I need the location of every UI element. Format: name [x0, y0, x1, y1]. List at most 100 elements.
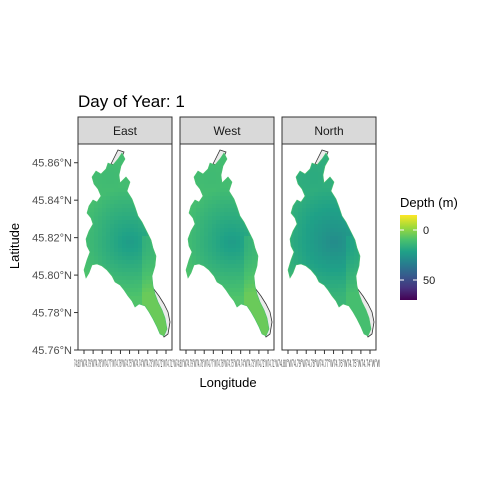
depth-cell: [260, 312, 265, 317]
depth-cell: [110, 232, 115, 237]
depth-cell: [354, 260, 359, 265]
depth-cell: [158, 324, 163, 329]
depth-cell: [158, 328, 163, 333]
depth-cell: [232, 292, 237, 297]
depth-cell: [114, 188, 119, 193]
depth-cell: [252, 244, 257, 249]
depth-cell: [192, 248, 197, 253]
depth-cell: [110, 272, 115, 277]
depth-cell: [330, 200, 335, 205]
depth-cell: [138, 284, 143, 289]
depth-cell: [334, 200, 339, 205]
depth-cell: [220, 204, 225, 209]
depth-cell: [334, 284, 339, 289]
depth-cell: [228, 192, 233, 197]
depth-cell: [220, 188, 225, 193]
depth-cell: [294, 244, 299, 249]
depth-cell: [228, 276, 233, 281]
depth-cell: [294, 208, 299, 213]
depth-cell: [326, 156, 331, 161]
depth-cell: [216, 208, 221, 213]
depth-cell: [220, 260, 225, 265]
depth-cell: [298, 224, 303, 229]
depth-cell: [122, 248, 127, 253]
depth-cell: [114, 184, 119, 189]
depth-cell: [98, 256, 103, 261]
depth-cell: [228, 200, 233, 205]
depth-cell: [232, 284, 237, 289]
depth-cell: [240, 256, 245, 261]
depth-cell: [200, 236, 205, 241]
depth-cell: [358, 304, 363, 309]
depth-cell: [232, 268, 237, 273]
depth-cell: [244, 272, 249, 277]
depth-cell: [236, 224, 241, 229]
depth-cell: [330, 268, 335, 273]
depth-cell: [330, 244, 335, 249]
depth-cell: [110, 252, 115, 257]
depth-cell: [318, 264, 323, 269]
depth-cell: [212, 268, 217, 273]
depth-cell: [346, 288, 351, 293]
depth-cell: [220, 184, 225, 189]
depth-cell: [188, 236, 193, 241]
depth-cell: [114, 176, 119, 181]
depth-cell: [134, 256, 139, 261]
depth-cell: [122, 272, 127, 277]
depth-cell: [212, 272, 217, 277]
depth-cell: [310, 176, 315, 181]
depth-cell: [126, 268, 131, 273]
depth-cell: [220, 228, 225, 233]
depth-cell: [264, 316, 269, 321]
depth-cell: [216, 268, 221, 273]
depth-cell: [306, 220, 311, 225]
depth-cell: [248, 268, 253, 273]
depth-cell: [158, 312, 163, 317]
depth-cell: [302, 224, 307, 229]
depth-cell: [102, 228, 107, 233]
depth-cell: [232, 200, 237, 205]
y-tick-label: 45.84°N: [32, 195, 72, 207]
depth-cell: [126, 196, 131, 201]
depth-cell: [122, 200, 127, 205]
depth-cell: [236, 272, 241, 277]
depth-cell: [294, 260, 299, 265]
depth-cell: [318, 172, 323, 177]
depth-cell: [232, 244, 237, 249]
depth-cell: [212, 192, 217, 197]
depth-cell: [138, 228, 143, 233]
depth-cell: [220, 252, 225, 257]
depth-cell: [150, 296, 155, 301]
depth-cell: [122, 260, 127, 265]
depth-cell: [192, 236, 197, 241]
depth-cell: [264, 320, 269, 325]
depth-cell: [302, 240, 307, 245]
depth-cell: [322, 232, 327, 237]
depth-cell: [354, 248, 359, 253]
depth-cell: [306, 196, 311, 201]
facet-panels: East West North: [77, 116, 377, 351]
depth-cell: [208, 220, 213, 225]
depth-cell: [102, 208, 107, 213]
depth-cell: [314, 256, 319, 261]
depth-cell: [118, 232, 123, 237]
depth-cell: [200, 220, 205, 225]
depth-cell: [330, 192, 335, 197]
depth-cell: [244, 252, 249, 257]
depth-cell: [208, 264, 213, 269]
depth-cell: [290, 208, 295, 213]
depth-cell: [212, 168, 217, 173]
depth-cell: [110, 256, 115, 261]
facet-panel-west: West: [179, 116, 275, 351]
depth-cell: [330, 260, 335, 265]
depth-cell: [204, 252, 209, 257]
depth-cell: [318, 252, 323, 257]
depth-cell: [146, 276, 151, 281]
depth-cell: [256, 300, 261, 305]
depth-cell: [90, 236, 95, 241]
depth-cell: [204, 204, 209, 209]
depth-cell: [126, 256, 131, 261]
depth-cell: [314, 168, 319, 173]
depth-cell: [232, 232, 237, 237]
depth-cell: [216, 176, 221, 181]
